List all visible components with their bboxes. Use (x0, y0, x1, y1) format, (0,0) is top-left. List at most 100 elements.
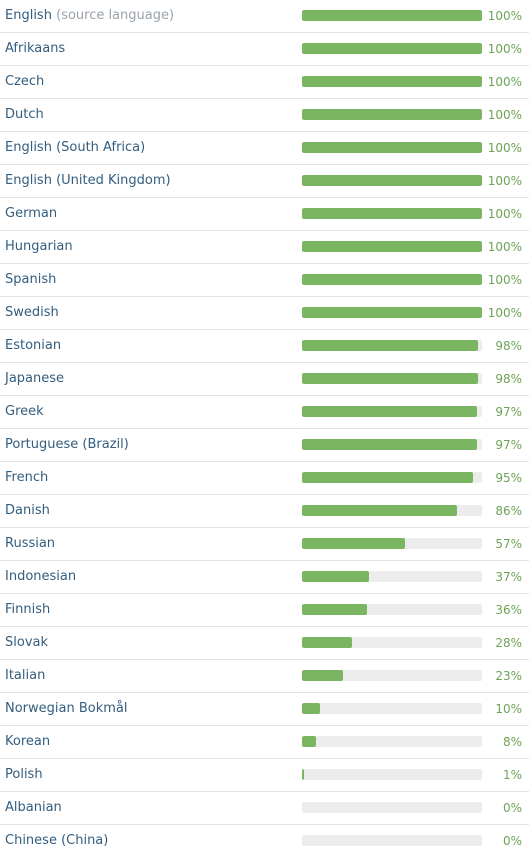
progress-bar-track (302, 802, 482, 813)
language-row: Norwegian Bokmål 10% (0, 693, 529, 726)
progress-bar-track (302, 604, 482, 615)
language-row: Korean 8% (0, 726, 529, 759)
progress-bar-track (302, 769, 482, 780)
percent-translated: 100% (487, 42, 522, 56)
language-name: Czech (5, 74, 45, 89)
progress-bar-fill (302, 175, 482, 186)
language-name-link[interactable]: Korean (5, 726, 50, 758)
language-name: Portuguese (Brazil) (5, 437, 129, 452)
progress-bar-fill (302, 571, 369, 582)
progress-bar-track (302, 241, 482, 252)
progress-bar-track (302, 538, 482, 549)
percent-translated: 100% (487, 273, 522, 287)
percent-translated: 57% (495, 537, 522, 551)
language-name-link[interactable]: Spanish (5, 264, 56, 296)
percent-translated: 100% (487, 207, 522, 221)
progress-bar-track (302, 43, 482, 54)
percent-translated: 1% (502, 768, 522, 782)
progress-bar-fill (302, 340, 479, 351)
percent-translated: 98% (495, 372, 522, 386)
language-row: French 95% (0, 462, 529, 495)
language-name: Albanian (5, 800, 62, 815)
language-name: Russian (5, 536, 56, 551)
language-name-link[interactable]: Italian (5, 660, 45, 692)
language-row: Dutch 100% (0, 99, 529, 132)
progress-bar-fill (302, 439, 477, 450)
language-row: Portuguese (Brazil) 97% (0, 429, 529, 462)
language-name-link[interactable]: English (source language) (5, 0, 174, 32)
language-row: Afrikaans 100% (0, 33, 529, 66)
percent-translated: 28% (495, 636, 522, 650)
language-name: Indonesian (5, 569, 77, 584)
language-name-link[interactable]: German (5, 198, 57, 230)
progress-bar-fill (302, 142, 482, 153)
language-name-link[interactable]: Swedish (5, 297, 59, 329)
language-name-link[interactable]: Indonesian (5, 561, 76, 593)
language-name-link[interactable]: Albanian (5, 792, 62, 824)
language-name: Hungarian (5, 239, 73, 254)
language-row: Russian 57% (0, 528, 529, 561)
language-name-link[interactable]: Danish (5, 495, 50, 527)
progress-bar-track (302, 142, 482, 153)
progress-bar-fill (302, 637, 353, 648)
progress-bar-track (302, 307, 482, 318)
language-name-link[interactable]: English (South Africa) (5, 132, 145, 164)
language-name: Finnish (5, 602, 51, 617)
language-name: Danish (5, 503, 50, 518)
progress-bar-track (302, 373, 482, 384)
language-name: Italian (5, 668, 46, 683)
language-name: English (South Africa) (5, 140, 146, 155)
language-row: Italian 23% (0, 660, 529, 693)
language-name-link[interactable]: Japanese (5, 363, 64, 395)
language-name: Slovak (5, 635, 49, 650)
language-name-link[interactable]: Norwegian Bokmål (5, 693, 128, 725)
percent-translated: 100% (487, 108, 522, 122)
language-name-link[interactable]: French (5, 462, 48, 494)
percent-translated: 100% (487, 9, 522, 23)
language-name-link[interactable]: Portuguese (Brazil) (5, 429, 129, 461)
percent-translated: 100% (487, 141, 522, 155)
language-name: Dutch (5, 107, 44, 122)
language-name: English (5, 8, 52, 23)
progress-bar-fill (302, 736, 317, 747)
percent-translated: 97% (495, 405, 522, 419)
progress-bar-track (302, 175, 482, 186)
progress-bar-fill (302, 472, 473, 483)
language-name-link[interactable]: Dutch (5, 99, 44, 131)
language-name: Norwegian Bokmål (5, 701, 128, 716)
language-name-link[interactable]: English (United Kingdom) (5, 165, 171, 197)
language-name-link[interactable]: Afrikaans (5, 33, 65, 65)
percent-translated: 100% (487, 174, 522, 188)
language-name-link[interactable]: Russian (5, 528, 55, 560)
language-row: Estonian 98% (0, 330, 529, 363)
progress-bar-fill (302, 208, 482, 219)
language-row: Spanish 100% (0, 264, 529, 297)
language-name-link[interactable]: Hungarian (5, 231, 73, 263)
progress-bar-fill (302, 76, 482, 87)
language-name-link[interactable]: Czech (5, 66, 44, 98)
language-name-link[interactable]: Finnish (5, 594, 50, 626)
language-name-link[interactable]: Slovak (5, 627, 48, 659)
language-name-link[interactable]: Chinese (China) (5, 825, 108, 857)
progress-bar-fill (302, 274, 482, 285)
language-row: Danish 86% (0, 495, 529, 528)
progress-bar-fill (302, 670, 344, 681)
progress-bar-track (302, 637, 482, 648)
language-name: Japanese (5, 371, 65, 386)
progress-bar-track (302, 109, 482, 120)
progress-bar-fill (302, 10, 482, 21)
language-row: Finnish 36% (0, 594, 529, 627)
progress-bar-track (302, 472, 482, 483)
language-name-link[interactable]: Greek (5, 396, 44, 428)
language-row: Albanian 0% (0, 792, 529, 825)
progress-bar-fill (302, 109, 482, 120)
percent-translated: 0% (502, 801, 522, 815)
language-name-link[interactable]: Estonian (5, 330, 61, 362)
language-row: Swedish 100% (0, 297, 529, 330)
percent-translated: 10% (495, 702, 522, 716)
percent-translated: 0% (502, 834, 522, 848)
percent-translated: 36% (495, 603, 522, 617)
language-name-link[interactable]: Polish (5, 759, 43, 791)
language-row: English (source language) 100% (0, 0, 529, 33)
